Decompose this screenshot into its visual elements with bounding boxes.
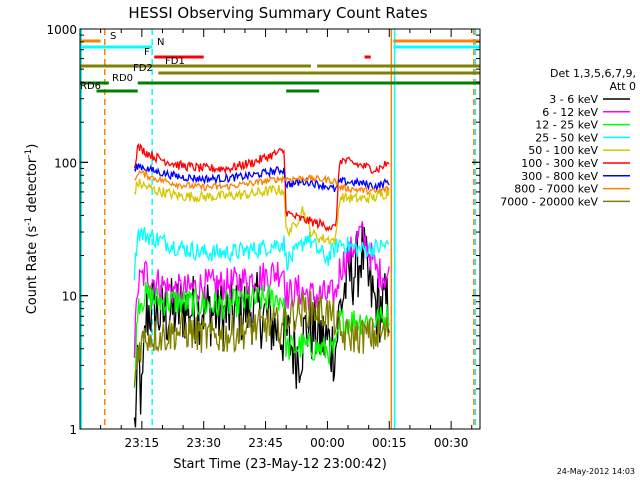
x-axis-label: Start Time (23-May-12 23:00:42): [173, 457, 387, 472]
chart-title: HESSI Observing Summary Count Rates: [128, 4, 427, 22]
x-tick-label: 00:15: [372, 436, 407, 450]
series-group: [133, 142, 390, 428]
series-line: [133, 227, 390, 281]
flag-label: S: [110, 31, 116, 42]
plot-frame: [79, 28, 481, 430]
x-tick-label: 23:15: [125, 436, 160, 450]
flag-label: N: [157, 37, 164, 48]
x-tick-label: 23:30: [186, 436, 221, 450]
legend-entry: 50 - 100 keV: [528, 144, 598, 157]
series-line: [133, 163, 390, 193]
series-line: [133, 178, 390, 245]
legend-entry: 6 - 12 keV: [542, 106, 598, 119]
series-line: [134, 169, 390, 196]
flag-label: RD0: [112, 73, 133, 84]
x-tick-label: 00:30: [434, 436, 469, 450]
legend-header: Att 0: [610, 80, 636, 93]
y-tick-label: 1: [69, 423, 77, 437]
flag-label: F: [144, 47, 150, 58]
series-line: [133, 142, 390, 232]
legend-entry: 300 - 800 keV: [521, 170, 598, 183]
flag-label: RD6: [80, 81, 101, 92]
y-tick-label: 1000: [46, 23, 77, 37]
flag-label: FD2: [133, 63, 153, 74]
series-line: [133, 291, 390, 387]
legend-entry: 7000 - 20000 keV: [500, 195, 598, 208]
y-axis: 1 10 100 1000: [46, 23, 480, 437]
legend-header: Det 1,3,5,6,7,9,: [550, 67, 636, 80]
y-tick-label: 10: [62, 290, 77, 304]
time-markers: [80, 29, 477, 429]
footer-date: 24-May-2012 14:03: [557, 467, 635, 476]
flag-label: FD1: [165, 56, 185, 67]
x-tick-label: 00:00: [310, 436, 345, 450]
legend-entry: 3 - 6 keV: [549, 93, 598, 106]
legend-entry: 25 - 50 keV: [535, 131, 598, 144]
legend-entry: 800 - 7000 keV: [514, 183, 598, 196]
x-tick-label: 23:45: [248, 436, 283, 450]
legend-entry: 12 - 25 keV: [535, 119, 598, 132]
y-axis-label: Count Rate (s-1 detector-1): [24, 144, 40, 315]
y-tick-label: 100: [54, 156, 77, 170]
legend-entry: 100 - 300 keV: [521, 157, 598, 170]
x-axis: 23:15 23:30 23:45 00:00 00:15 00:30: [79, 29, 473, 450]
